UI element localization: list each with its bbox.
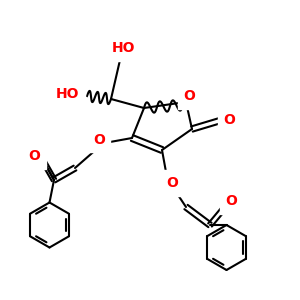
Text: HO: HO [111, 41, 135, 55]
Text: O: O [224, 113, 236, 127]
Text: O: O [93, 133, 105, 146]
Text: O: O [28, 149, 40, 163]
Text: O: O [167, 176, 178, 190]
Text: O: O [183, 89, 195, 103]
Text: O: O [225, 194, 237, 208]
Text: HO: HO [56, 88, 80, 101]
